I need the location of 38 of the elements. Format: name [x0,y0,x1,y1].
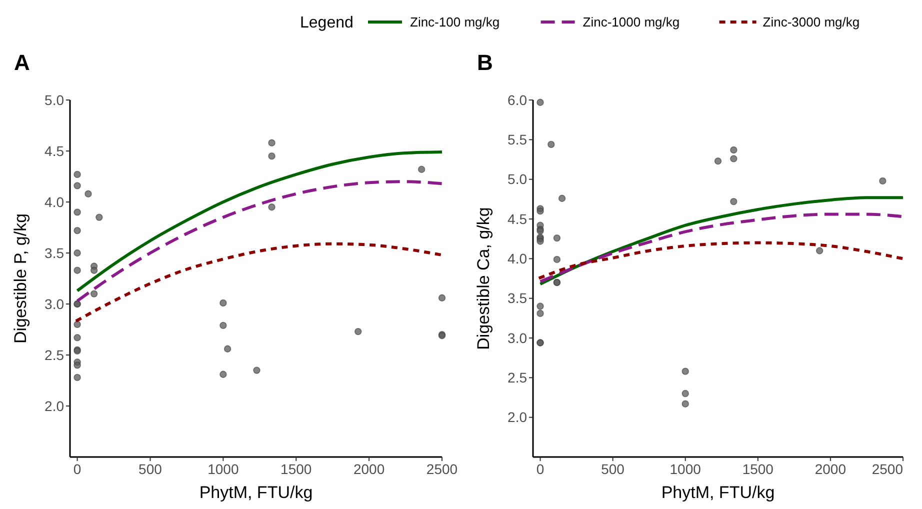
x-axis-title: PhytM, FTU/kg [661,483,775,502]
y-axis-title: Digestible Ca, g/kg [474,207,493,350]
x-tick-label: 2000 [814,461,846,477]
x-tick-label: 1000 [670,461,702,477]
legend-label: Zinc-3000 mg/kg [762,14,860,30]
x-tick-label: 2000 [353,461,385,477]
chart-title: B [477,50,493,75]
x-tick-label: 500 [138,461,162,477]
y-tick-label: 3.0 [44,296,64,312]
y-tick-label: 3.5 [44,244,64,261]
x-tick-label: 500 [601,461,625,477]
y-tick-label: 4.5 [508,210,528,227]
legend-label: Zinc-1000 mg/kg [582,14,680,30]
y-tick-label: 6.0 [508,92,528,108]
x-tick-label: 1000 [208,461,239,477]
x-tick-label: 2500 [426,461,458,477]
y-tick-label: 4.5 [44,142,64,159]
x-tick-label: 0 [73,461,82,477]
y-tick-label: 5.5 [508,132,528,148]
y-tick-label: 2.5 [508,370,528,386]
y-tick-label: 5.0 [508,171,528,188]
x-tick-label: 1500 [280,461,312,477]
y-tick-label: 2.0 [44,398,64,414]
x-axis-title: PhytM, FTU/kg [199,483,313,502]
chart-title: A [14,50,30,75]
y-tick-label: 2.0 [508,409,528,426]
y-axis-title: Digestible P, g/kg [11,213,30,344]
x-tick-label: 0 [536,461,544,477]
y-tick-label: 5.0 [44,92,64,108]
y-tick-label: 4.0 [508,250,528,267]
x-tick-label: 1500 [742,461,774,477]
legend-label: Zinc-100 mg/kg [410,14,500,30]
y-tick-label: 2.5 [44,346,64,363]
y-tick-label: 3.5 [508,290,528,306]
y-tick-label: 4.0 [44,194,64,210]
y-tick-label: 3.0 [508,330,528,346]
x-tick-label: 2500 [872,461,904,477]
legend-title: Legend [300,14,354,32]
